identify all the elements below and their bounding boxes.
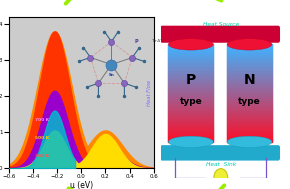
- FancyArrowPatch shape: [66, 0, 221, 4]
- Text: P: P: [186, 73, 196, 87]
- Text: 700 K: 700 K: [35, 119, 49, 122]
- Circle shape: [214, 169, 228, 187]
- X-axis label: μ (eV): μ (eV): [70, 181, 93, 189]
- Ellipse shape: [227, 39, 272, 50]
- Text: N: N: [244, 73, 255, 87]
- Text: T+ΔT: T+ΔT: [151, 39, 163, 43]
- Text: 500 K: 500 K: [35, 136, 49, 140]
- Ellipse shape: [227, 136, 272, 148]
- FancyBboxPatch shape: [160, 26, 280, 43]
- Text: Heat Source: Heat Source: [203, 22, 239, 27]
- Ellipse shape: [168, 136, 213, 148]
- FancyArrowPatch shape: [69, 185, 224, 189]
- FancyBboxPatch shape: [160, 145, 280, 161]
- Text: type: type: [180, 97, 202, 106]
- Text: type: type: [238, 97, 261, 106]
- Ellipse shape: [168, 39, 213, 50]
- Text: Heat Flow: Heat Flow: [147, 80, 152, 106]
- Text: Heat  Sink: Heat Sink: [206, 162, 236, 167]
- Text: 300 K: 300 K: [35, 154, 49, 158]
